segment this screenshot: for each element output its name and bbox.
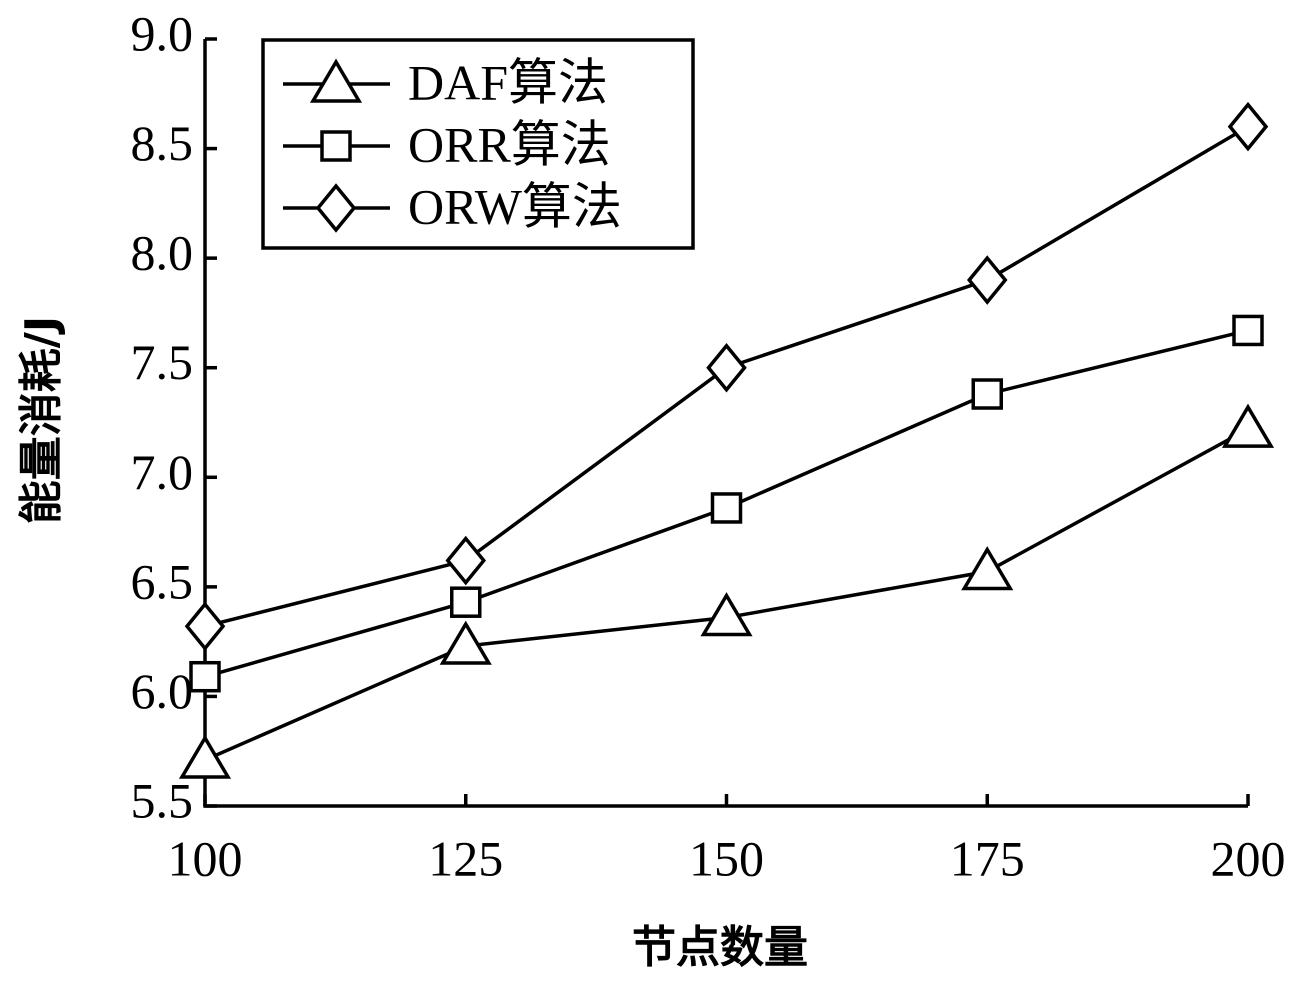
y-axis-title: 能量消耗/J — [16, 316, 67, 524]
legend-marker — [309, 58, 363, 103]
data-point — [445, 535, 487, 586]
data-point — [961, 546, 1014, 591]
legend-label: DAF算法 — [408, 54, 608, 110]
legend-marker — [320, 130, 352, 162]
data-point — [971, 378, 1003, 410]
data-point — [710, 492, 743, 524]
data-point — [189, 660, 221, 693]
y-tick-label: 7.5 — [131, 334, 194, 390]
data-point — [700, 592, 753, 637]
x-tick-label: 200 — [1211, 830, 1286, 886]
data-point — [1227, 101, 1269, 152]
data-point — [178, 734, 232, 779]
y-tick-label: 9.0 — [131, 5, 194, 61]
data-point — [184, 601, 226, 652]
y-tick-label: 8.5 — [131, 115, 194, 171]
y-tick-label: 7.0 — [131, 444, 194, 500]
legend-marker — [315, 183, 357, 233]
legend-label: ORR算法 — [408, 116, 611, 172]
x-tick-label: 175 — [950, 830, 1025, 886]
data-point — [706, 342, 747, 393]
x-tick-label: 150 — [689, 830, 764, 886]
data-point — [1232, 314, 1264, 347]
data-point — [439, 620, 492, 665]
x-tick-label: 100 — [168, 830, 243, 886]
legend-label: ORW算法 — [408, 178, 622, 234]
x-axis-title: 节点数量 — [632, 922, 808, 973]
y-tick-label: 6.0 — [131, 663, 194, 719]
y-tick-label: 6.5 — [131, 553, 194, 609]
y-tick-label: 8.0 — [131, 225, 194, 281]
data-point — [966, 255, 1008, 305]
data-point — [1221, 403, 1275, 448]
x-tick-label: 125 — [428, 830, 503, 886]
data-point — [450, 586, 482, 618]
y-tick-label: 5.5 — [131, 772, 194, 828]
